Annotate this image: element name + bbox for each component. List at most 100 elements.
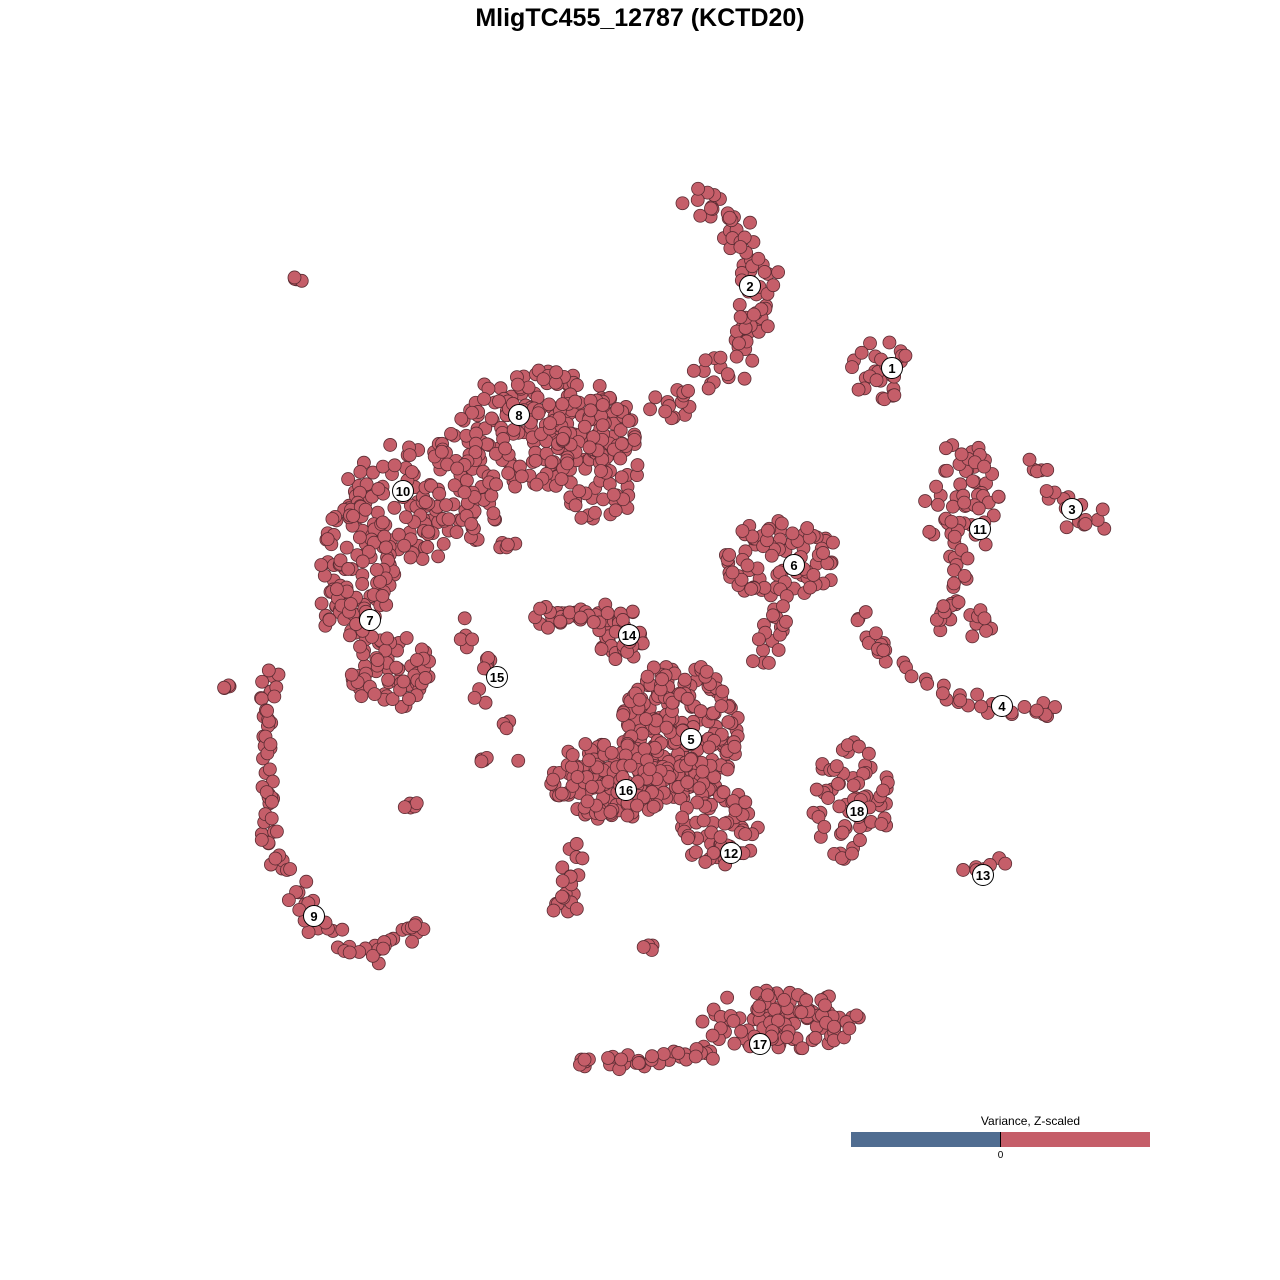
data-point [693,704,708,718]
data-point [658,404,673,419]
cluster-label-badge [739,275,761,297]
data-point [800,521,815,535]
data-point [732,336,746,351]
data-point [665,695,680,710]
data-point [329,582,344,597]
data-point [322,612,337,627]
data-point [555,874,570,888]
data-point [379,540,393,555]
data-point [464,517,479,531]
data-point [614,470,629,485]
data-point [474,754,489,769]
data-point [1017,700,1032,714]
data-point [606,487,621,502]
data-point [457,611,472,626]
data-point [939,441,953,456]
data-point [614,1052,629,1067]
data-point [869,373,884,388]
data-point [449,525,464,540]
data-point [601,1051,615,1065]
data-point [809,782,824,797]
data-point [542,397,556,412]
data-point [352,530,367,545]
data-point [714,699,729,713]
data-point [794,1005,809,1020]
data-point [346,509,360,523]
data-point [638,712,653,727]
data-point [355,577,370,591]
data-point [568,498,583,513]
data-point [577,1052,592,1067]
cluster-label-badge [749,1033,771,1055]
data-point [740,558,755,573]
data-point [465,632,480,647]
cluster-label-text: 4 [998,699,1006,714]
cluster-label-16: 16 [615,779,637,801]
legend-negative-segment [851,1132,1001,1147]
data-point [580,794,595,809]
data-point [254,691,269,706]
data-point [399,510,413,525]
data-point [716,785,731,800]
data-point [760,988,775,1003]
cluster-label-5: 5 [680,728,702,750]
data-point [795,1041,810,1056]
data-point [568,394,583,409]
data-point [511,753,526,768]
data-point [601,774,616,789]
data-point [498,441,513,456]
data-point [720,367,735,382]
data-point [745,353,760,368]
data-point [620,808,635,823]
data-point [572,484,586,499]
data-point [439,498,454,513]
data-point [1040,463,1055,477]
data-point [595,418,610,433]
data-point [371,482,386,496]
data-point [757,265,772,279]
data-point [779,614,793,629]
data-point [842,1021,857,1036]
data-point [922,524,937,539]
cluster-label-badge [303,905,325,927]
data-point [314,596,329,611]
data-point [721,715,736,729]
data-point [573,610,588,625]
data-point [546,903,561,918]
data-point [689,845,703,860]
data-point [876,643,891,658]
legend-colorbar [851,1132,1150,1147]
data-point [467,690,482,705]
data-point [760,319,775,334]
data-point [631,1056,646,1070]
data-point [1059,520,1074,535]
data-point [353,639,367,654]
data-point [376,941,391,956]
cluster-label-9: 9 [303,905,325,927]
cluster-label-badge [486,666,508,688]
data-point [744,582,759,596]
data-point [560,456,575,471]
data-point [287,270,302,285]
data-point [734,1024,748,1039]
data-point [771,1013,785,1028]
data-point [774,516,789,531]
data-point [267,689,282,704]
data-point [588,505,602,520]
data-point [627,432,642,447]
data-point [391,527,406,542]
data-point [592,378,607,393]
data-point [655,672,669,687]
data-point [460,473,474,488]
cluster-label-14: 14 [618,624,640,646]
data-point [402,692,416,706]
data-point [339,540,354,555]
cluster-label-text: 18 [850,804,864,819]
data-point [608,652,623,666]
data-point [555,397,570,412]
data-point [816,546,830,560]
data-point [533,601,548,616]
data-point [645,1049,659,1064]
data-point [776,599,790,614]
data-point [370,653,385,667]
